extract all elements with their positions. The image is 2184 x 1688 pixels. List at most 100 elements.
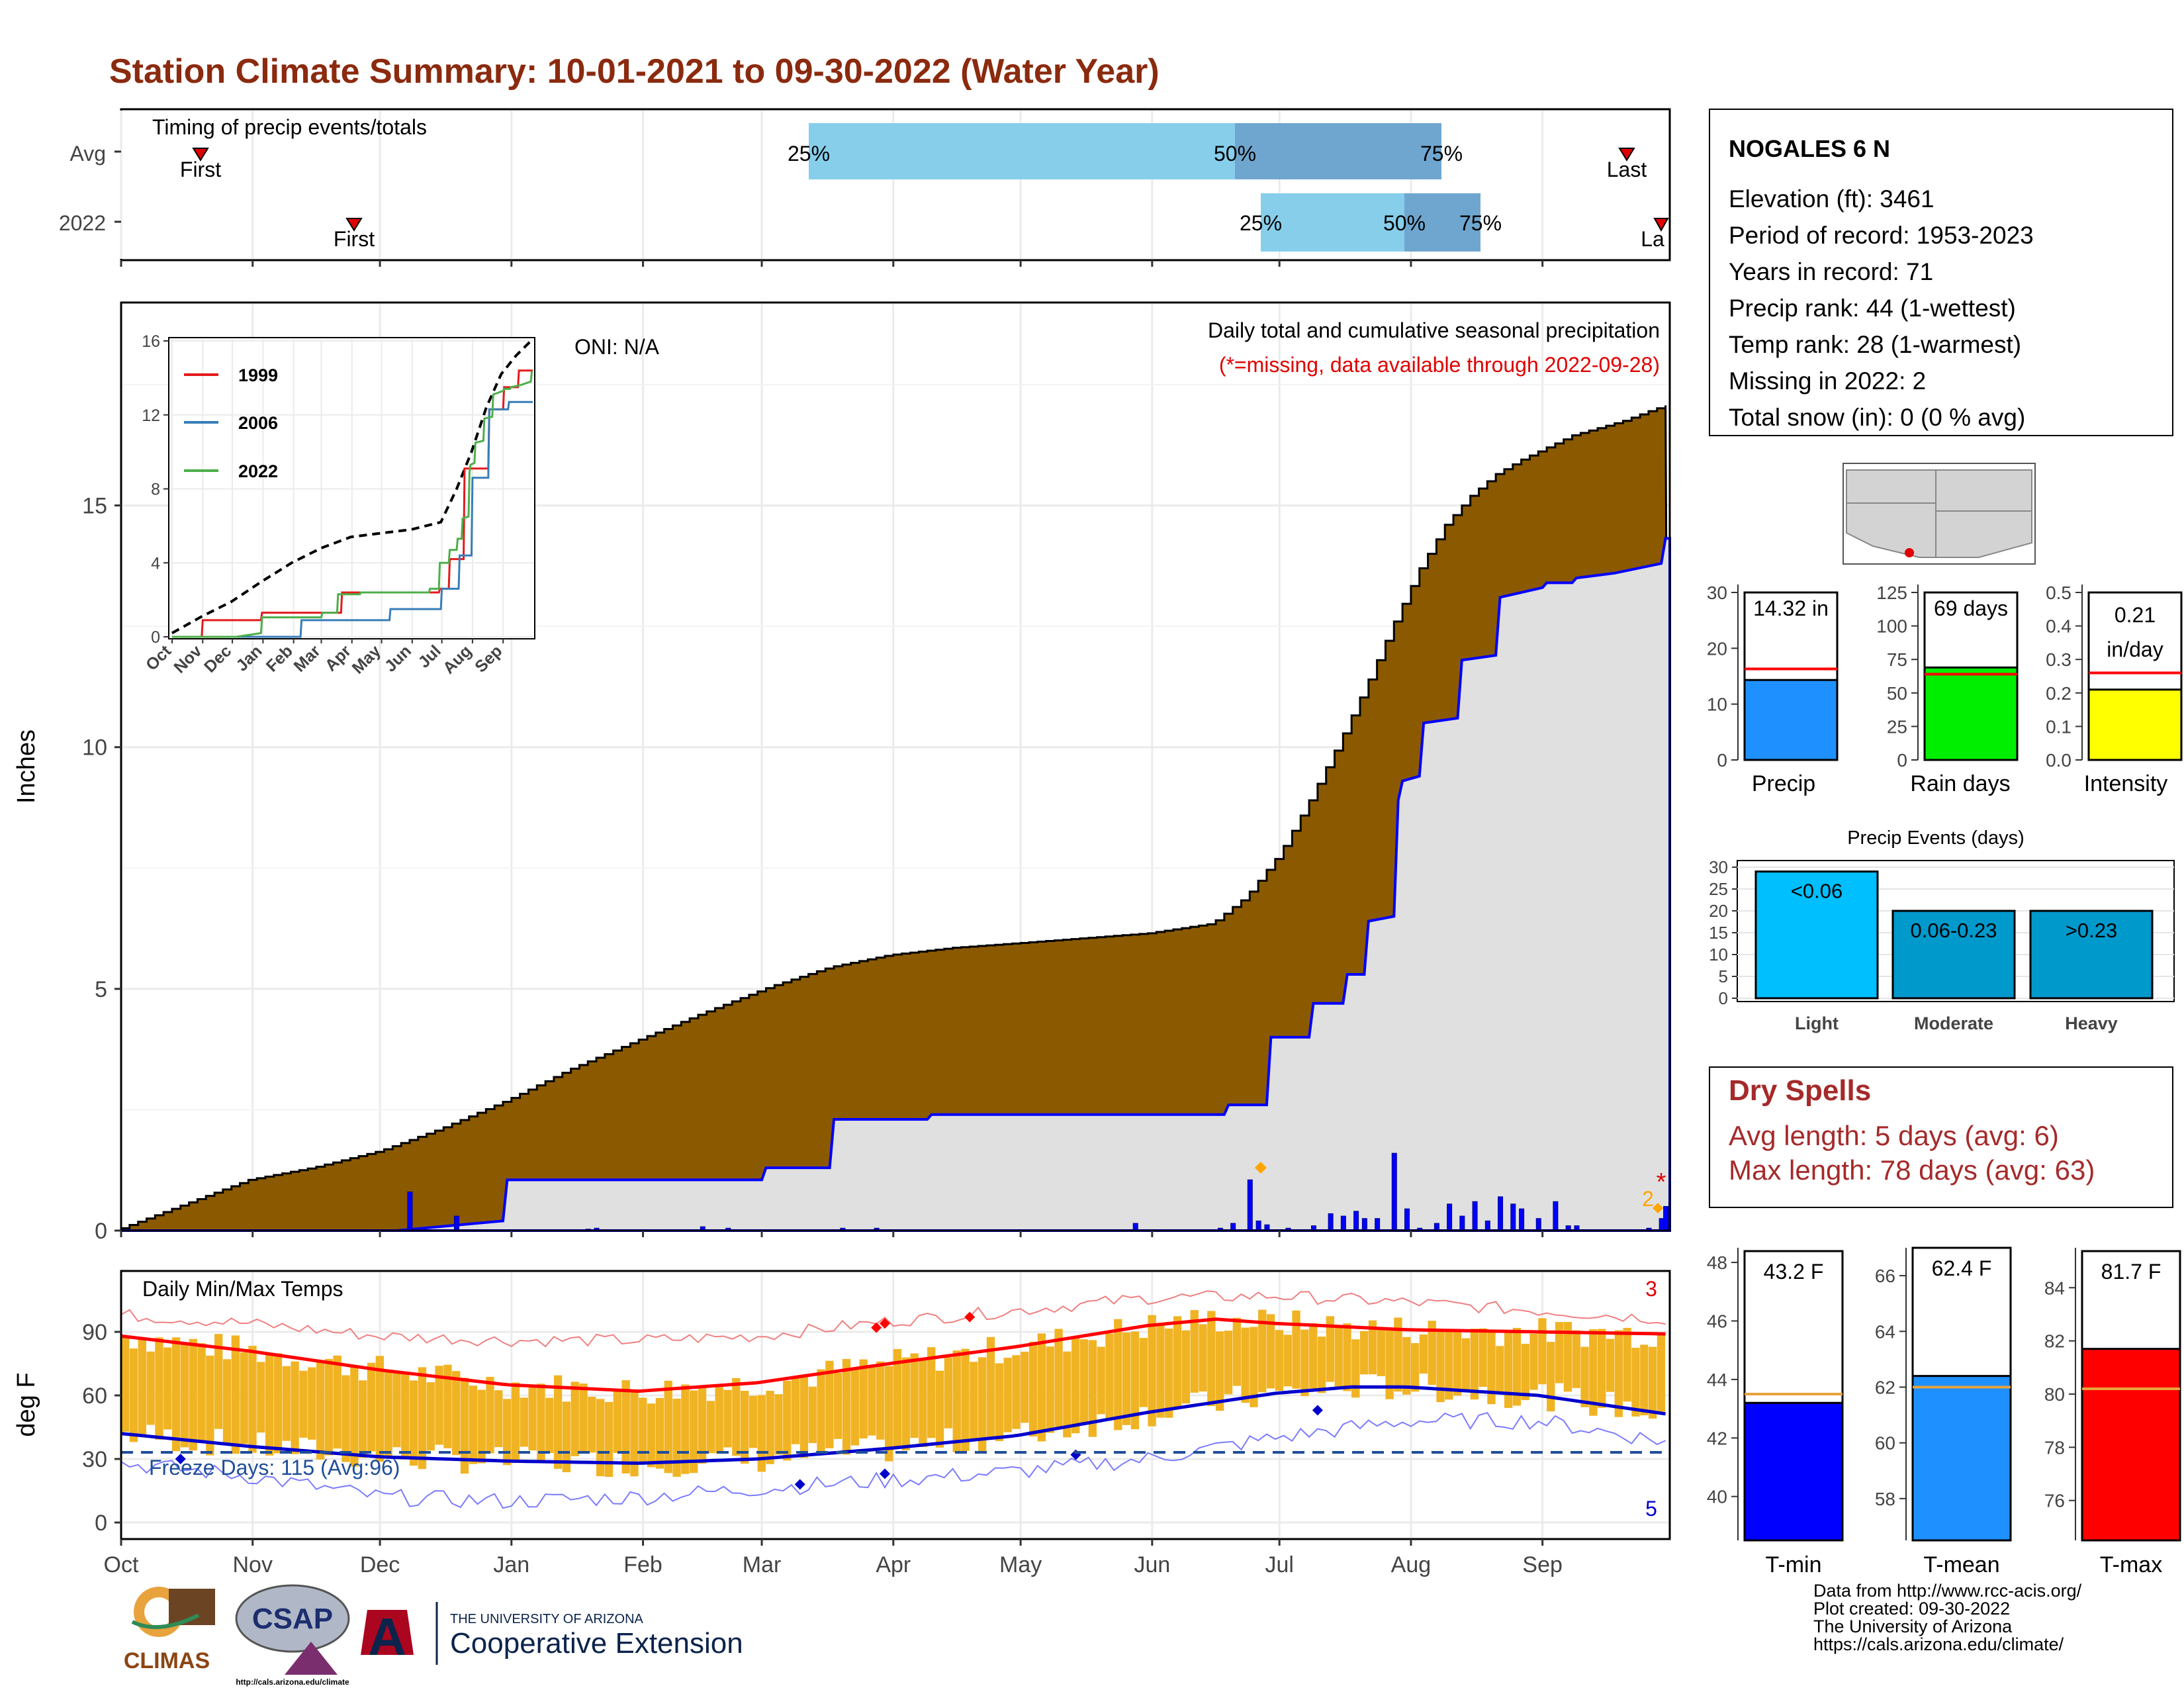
inset-ytick-label-4: 16 — [142, 332, 160, 351]
tempsum-0-ytick-label-2: 44 — [1707, 1370, 1727, 1390]
events-bar-moderate — [1891, 910, 2016, 1000]
daily-temp-bar-178 — [876, 1361, 885, 1440]
daily-precip-bar-33 — [1553, 1201, 1559, 1231]
events-cat-label-1: Moderate — [1914, 1013, 1993, 1033]
missing-count: 2 — [1642, 1187, 1654, 1211]
daily-temp-bar-200 — [970, 1362, 978, 1440]
daily-temp-bar-250 — [1181, 1330, 1191, 1404]
daily-temp-bar-328 — [1512, 1328, 1522, 1406]
temp-panel: Daily Min/Max Temps Freeze Days: 115 (Av… — [13, 1270, 1671, 1577]
daily-temp-bar-158 — [791, 1376, 800, 1444]
station-name: NOGALES 6 N — [1729, 135, 1890, 162]
daily-temp-bar-204 — [986, 1336, 995, 1438]
daily-temp-bar-208 — [1003, 1358, 1012, 1432]
daily-temp-bar-182 — [893, 1348, 902, 1446]
daily-temp-bar-80 — [460, 1378, 469, 1474]
daily-temp-bar-156 — [783, 1380, 792, 1461]
summary-0-ytick-label-2: 20 — [1707, 638, 1727, 659]
avg-p50-label: 50% — [1214, 142, 1256, 165]
inset-ytick-label-0: 0 — [151, 628, 160, 647]
info-line-2: Years in record: 71 — [1729, 258, 1933, 285]
record-high-marker-2 — [964, 1311, 976, 1323]
daily-temp-bar-0 — [121, 1336, 130, 1432]
dry-title: Dry Spells — [1729, 1074, 1871, 1107]
daily-temp-bar-56 — [359, 1380, 367, 1458]
avg-last-label: Last — [1607, 158, 1647, 181]
inset-legend-label-2006: 2006 — [238, 413, 278, 433]
avg-max-temp-line — [120, 1317, 1666, 1393]
daily-temp-bar-34 — [265, 1354, 274, 1456]
tempsum-0-ytick-label-1: 42 — [1707, 1428, 1727, 1448]
daily-temp-bar-216 — [1037, 1333, 1046, 1442]
daily-temp-bar-356 — [1631, 1348, 1640, 1417]
daily-temp-bar-234 — [1114, 1319, 1122, 1430]
month-label-jul: Jul — [1265, 1552, 1293, 1577]
daily-temp-bar-22 — [214, 1334, 223, 1429]
daily-temp-bar-282 — [1317, 1336, 1326, 1393]
summary-2-ytick-label-1: 0.1 — [2046, 716, 2071, 737]
daily-temp-bar-18 — [197, 1343, 206, 1442]
daily-temp-bar-266 — [1250, 1327, 1258, 1407]
daily-temp-bar-238 — [1130, 1331, 1140, 1430]
daily-temp-bar-96 — [528, 1387, 537, 1451]
daily-temp-bar-304 — [1410, 1343, 1420, 1392]
daily-temp-bar-88 — [494, 1390, 503, 1448]
daily-precip-bar-25 — [1447, 1203, 1453, 1231]
record-low-marker-0 — [175, 1454, 186, 1464]
daily-temp-bar-14 — [180, 1342, 189, 1448]
daily-precip-bar-12 — [1255, 1220, 1261, 1231]
daily-temp-bar-108 — [579, 1383, 588, 1452]
month-label-mar: Mar — [743, 1552, 782, 1577]
daily-temp-bar-332 — [1529, 1333, 1538, 1390]
daily-temp-bar-232 — [1105, 1333, 1114, 1419]
tempsum-0-ytick-label-3: 46 — [1707, 1311, 1727, 1332]
tempsum-0-label: T-min — [1766, 1552, 1822, 1577]
daily-temp-bar-160 — [799, 1376, 809, 1458]
summary-1-ytick-label-3: 75 — [1887, 649, 1907, 670]
daily-temp-bar-222 — [1063, 1351, 1071, 1438]
daily-temp-bar-338 — [1555, 1322, 1564, 1383]
events-ytick-label-2: 10 — [1709, 945, 1728, 964]
temp-bar-t-max — [2081, 1348, 2181, 1542]
daily-temp-bar-42 — [299, 1370, 308, 1438]
summary-2-label: Intensity — [2084, 771, 2168, 796]
daily-temp-bar-212 — [1021, 1352, 1029, 1423]
daily-temp-bar-70 — [418, 1367, 427, 1470]
avg-p75-label: 75% — [1420, 142, 1463, 165]
daily-precip-bar-10 — [1230, 1223, 1236, 1231]
tempsum-2-ytick-label-3: 82 — [2044, 1331, 2065, 1352]
daily-temp-bar-86 — [486, 1376, 494, 1454]
precip-missing-note: (*=missing, data available through 2022-… — [1219, 353, 1660, 377]
record-low-marker-1 — [794, 1479, 805, 1490]
daily-temp-bar-72 — [426, 1382, 435, 1451]
precip-ytick-label-2: 10 — [82, 735, 107, 761]
daily-temp-bar-308 — [1428, 1321, 1436, 1385]
tempsum-0-value: 43.2 F — [1764, 1260, 1824, 1284]
daily-temp-bar-226 — [1079, 1339, 1089, 1425]
daily-temp-bar-28 — [240, 1352, 248, 1444]
daily-temp-bar-268 — [1258, 1309, 1267, 1393]
summary-1-ytick-label-4: 100 — [1876, 616, 1907, 637]
summary-2-value: 0.21 — [2115, 603, 2156, 627]
daily-temp-bar-128 — [664, 1380, 672, 1474]
summary-1-value: 69 days — [1934, 596, 2008, 620]
precip-desc: Daily total and cumulative seasonal prec… — [1208, 318, 1660, 342]
daily-temp-bar-242 — [1148, 1315, 1156, 1427]
temp-ytick-label-1: 30 — [82, 1447, 107, 1472]
summary-1-ytick-label-0: 0 — [1897, 750, 1907, 771]
info-line-1: Period of record: 1953-2023 — [1729, 222, 2034, 249]
inset-series-average — [171, 338, 534, 635]
tempsum-2-value: 81.7 F — [2101, 1260, 2161, 1284]
daily-temp-bar-230 — [1097, 1346, 1105, 1415]
daily-temp-bar-256 — [1207, 1311, 1216, 1407]
summary-2-ytick-label-2: 0.2 — [2046, 683, 2071, 704]
tempsum-2-ytick-label-1: 78 — [2044, 1437, 2065, 1458]
daily-temp-bar-44 — [308, 1367, 316, 1440]
record-high-line — [120, 1290, 1666, 1348]
daily-temp-bar-358 — [1640, 1344, 1649, 1416]
record-low-count: 5 — [1645, 1497, 1657, 1521]
daily-temp-bar-228 — [1088, 1340, 1097, 1437]
events-cat-label-2: Heavy — [2065, 1013, 2118, 1033]
csap-logo: CSAP http://cals.arizona.edu/climate — [235, 1584, 350, 1687]
daily-temp-bar-272 — [1275, 1330, 1284, 1391]
